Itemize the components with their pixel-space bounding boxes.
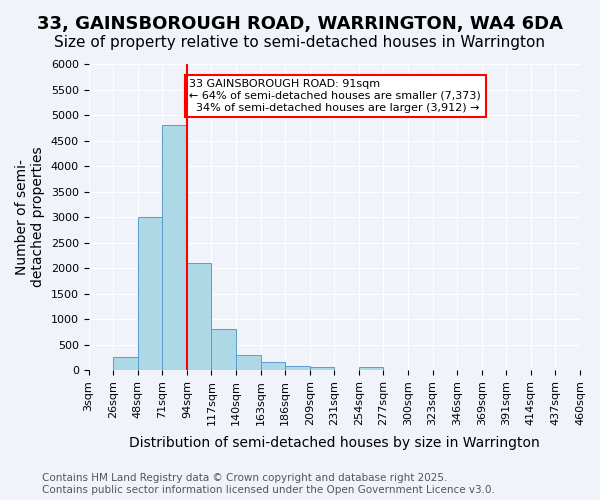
Text: Size of property relative to semi-detached houses in Warrington: Size of property relative to semi-detach… (55, 35, 545, 50)
Bar (236, 354, 260, 370)
Bar (187, 263, 211, 370)
Bar (138, 217, 163, 370)
Bar (285, 366, 310, 370)
Bar (163, 125, 187, 370)
Y-axis label: Number of semi-
detached properties: Number of semi- detached properties (15, 146, 45, 288)
Text: 33 GAINSBOROUGH ROAD: 91sqm
← 64% of semi-detached houses are smaller (7,373)
  : 33 GAINSBOROUGH ROAD: 91sqm ← 64% of sem… (190, 80, 481, 112)
Bar (359, 368, 383, 370)
Text: Contains HM Land Registry data © Crown copyright and database right 2025.
Contai: Contains HM Land Registry data © Crown c… (42, 474, 495, 495)
Bar (113, 358, 138, 370)
Bar (310, 368, 334, 370)
Text: 33, GAINSBOROUGH ROAD, WARRINGTON, WA4 6DA: 33, GAINSBOROUGH ROAD, WARRINGTON, WA4 6… (37, 15, 563, 33)
Bar (260, 362, 285, 370)
Bar (211, 329, 236, 370)
X-axis label: Distribution of semi-detached houses by size in Warrington: Distribution of semi-detached houses by … (129, 436, 539, 450)
